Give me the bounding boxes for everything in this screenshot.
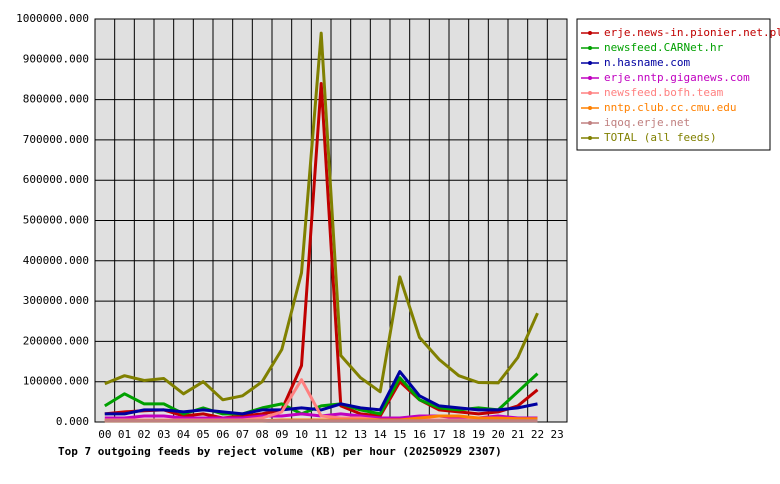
legend-marker <box>588 76 592 80</box>
x-tick-label: 11 <box>315 428 328 441</box>
legend-marker <box>588 136 592 140</box>
y-tick-label: 900000.000 <box>23 52 89 65</box>
y-tick-label: 100000.000 <box>23 375 89 388</box>
x-tick-label: 03 <box>157 428 170 441</box>
x-tick-label: 06 <box>216 428 229 441</box>
y-tick-label: 500000.000 <box>23 214 89 227</box>
x-tick-label: 13 <box>354 428 367 441</box>
series-line <box>104 370 538 416</box>
x-tick-label: 01 <box>118 428 131 441</box>
x-tick-label: 02 <box>138 428 151 441</box>
legend-marker <box>588 31 592 35</box>
legend-label: n.hasname.com <box>604 56 690 69</box>
x-tick-label: 07 <box>236 428 249 441</box>
x-tick-label: 10 <box>295 428 308 441</box>
legend-label: newsfeed.CARNet.hr <box>604 41 724 54</box>
x-tick-label: 23 <box>551 428 564 441</box>
legend-box <box>576 18 771 151</box>
y-tick-label: 800000.000 <box>23 93 89 106</box>
x-tick-label: 09 <box>275 428 288 441</box>
legend-label: TOTAL (all feeds) <box>604 131 717 144</box>
x-tick-label: 08 <box>256 428 269 441</box>
y-tick-label: 200000.000 <box>23 334 89 347</box>
y-tick-label: 700000.000 <box>23 133 89 146</box>
legend-label: erje.news-in.pionier.net.pl <box>604 26 780 39</box>
y-tick-label: 400000.000 <box>23 254 89 267</box>
legend-marker <box>588 106 592 110</box>
x-tick-label: 12 <box>334 428 347 441</box>
y-tick-label: 300000.000 <box>23 294 89 307</box>
legend-label: erje.nntp.giganews.com <box>604 71 750 84</box>
y-tick-label: 600000.000 <box>23 173 89 186</box>
legend-marker <box>588 91 592 95</box>
legend-marker <box>588 61 592 65</box>
legend-label: newsfeed.bofh.team <box>604 86 724 99</box>
legend-label: nntp.club.cc.cmu.edu <box>604 101 736 114</box>
y-tick-label: 1000000.000 <box>16 12 89 25</box>
x-tick-label: 05 <box>197 428 210 441</box>
legend-label: iqoq.erje.net <box>604 116 690 129</box>
x-tick-label: 21 <box>511 428 524 441</box>
series-line <box>104 82 539 420</box>
series-line <box>104 31 539 402</box>
chart-title: Top 7 outgoing feeds by reject volume (K… <box>58 445 502 458</box>
x-tick-label: 18 <box>452 428 465 441</box>
x-tick-label: 20 <box>492 428 505 441</box>
x-tick-label: 14 <box>374 428 388 441</box>
x-tick-label: 04 <box>177 428 191 441</box>
x-tick-label: 00 <box>98 428 111 441</box>
x-tick-label: 19 <box>472 428 485 441</box>
legend-marker <box>588 121 592 125</box>
x-tick-label: 17 <box>433 428 446 441</box>
x-tick-label: 16 <box>413 428 426 441</box>
x-tick-label: 15 <box>393 428 406 441</box>
y-tick-label: 0.000 <box>56 415 89 428</box>
legend-marker <box>588 46 592 50</box>
x-tick-label: 22 <box>531 428 544 441</box>
